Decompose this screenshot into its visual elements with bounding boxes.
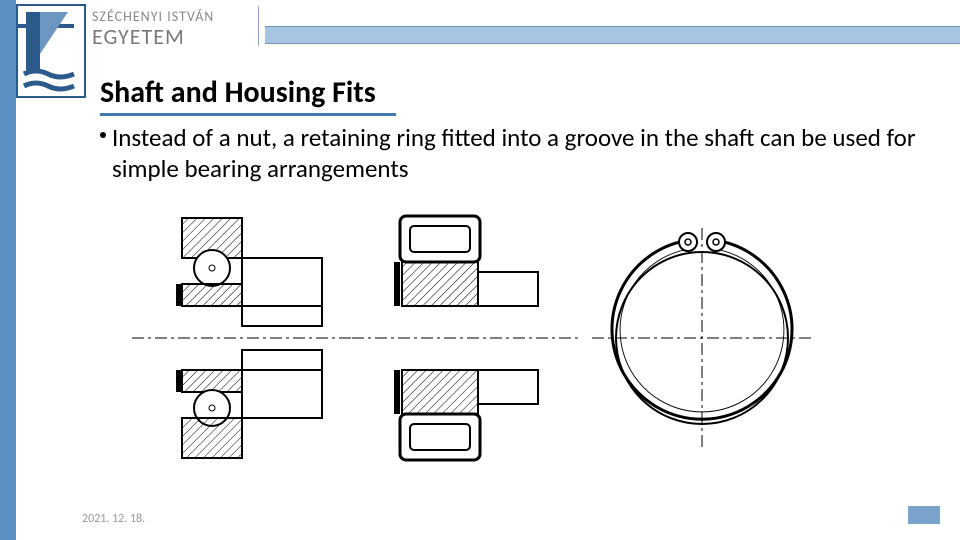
bearing-section-2 bbox=[352, 216, 582, 460]
bullet-item: Instead of a nut, a retaining ring fitte… bbox=[112, 122, 930, 185]
bullet-dot-icon bbox=[100, 132, 106, 138]
figure-bearing-diagram bbox=[132, 198, 832, 478]
slide-title: Shaft and Housing Fits bbox=[100, 74, 396, 116]
footer-date: 2021. 12. 18. bbox=[82, 512, 145, 526]
sidebar-accent bbox=[0, 0, 16, 540]
header-divider bbox=[258, 6, 259, 46]
university-name: SZÉCHENYI ISTVÁN EGYETEM bbox=[92, 8, 214, 50]
bullet-text: Instead of a nut, a retaining ring fitte… bbox=[112, 122, 916, 184]
university-logo bbox=[16, 4, 86, 98]
topbar-light bbox=[265, 26, 960, 44]
bearing-section-1 bbox=[132, 218, 362, 458]
university-name-line2: EGYETEM bbox=[92, 23, 214, 50]
slide: SZÉCHENYI ISTVÁN EGYETEM Shaft and Housi… bbox=[0, 0, 960, 540]
footer-accent-block bbox=[908, 506, 940, 524]
retaining-ring-front bbox=[592, 228, 812, 448]
